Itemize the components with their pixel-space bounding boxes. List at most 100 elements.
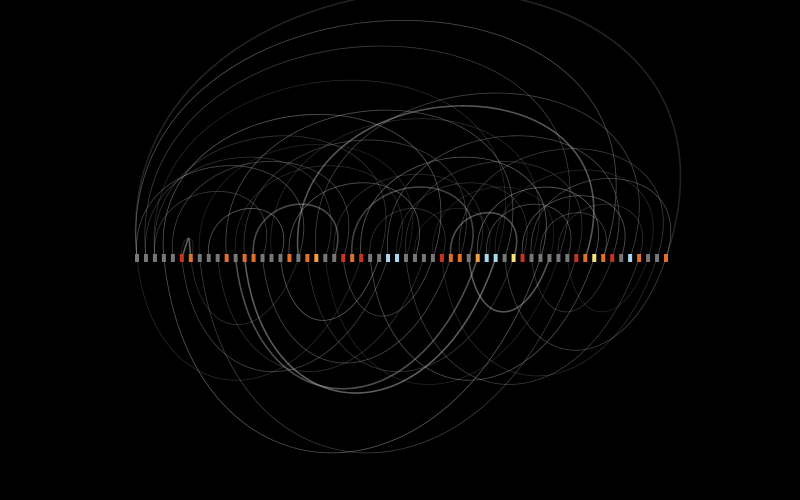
link	[306, 257, 514, 373]
link	[369, 257, 595, 381]
node	[502, 254, 507, 262]
node	[323, 254, 328, 262]
link	[296, 105, 595, 259]
link	[270, 118, 540, 259]
node	[215, 254, 220, 262]
node	[152, 254, 157, 262]
node	[529, 254, 534, 262]
node	[565, 254, 570, 262]
link	[315, 92, 640, 259]
link	[405, 161, 583, 259]
node	[664, 254, 668, 262]
link	[134, 0, 682, 259]
link	[369, 208, 446, 259]
node	[421, 254, 426, 262]
node	[287, 254, 292, 262]
link	[566, 257, 649, 313]
node	[305, 254, 310, 262]
link	[280, 257, 380, 321]
node	[601, 254, 606, 262]
link	[181, 257, 389, 373]
link	[252, 203, 339, 259]
node	[179, 254, 184, 262]
node	[269, 254, 274, 262]
node	[242, 254, 247, 262]
node	[341, 254, 346, 262]
node	[368, 254, 373, 262]
node	[332, 254, 337, 262]
node	[395, 254, 400, 262]
link	[449, 212, 518, 259]
node	[161, 254, 166, 262]
link	[504, 257, 667, 351]
link	[136, 257, 362, 381]
link	[458, 148, 664, 259]
node	[457, 254, 462, 262]
link	[342, 257, 434, 317]
node	[493, 254, 498, 262]
link	[494, 169, 654, 259]
link	[387, 135, 620, 259]
node	[574, 254, 579, 262]
node	[260, 254, 265, 262]
node	[430, 254, 435, 262]
link	[153, 135, 387, 259]
node	[359, 254, 364, 262]
link	[181, 237, 192, 259]
link	[208, 208, 284, 259]
node	[628, 254, 633, 262]
link	[172, 161, 350, 259]
node	[296, 254, 301, 262]
link	[467, 257, 551, 313]
node	[619, 254, 624, 262]
node	[646, 254, 651, 262]
node	[251, 254, 256, 262]
link	[234, 257, 479, 390]
link	[486, 203, 572, 259]
node	[224, 254, 229, 262]
node	[583, 254, 588, 262]
link	[243, 139, 467, 259]
node	[538, 254, 543, 262]
node	[520, 254, 525, 262]
node	[511, 254, 516, 262]
node	[206, 254, 211, 262]
link	[135, 20, 617, 259]
link	[324, 257, 559, 385]
link	[234, 165, 403, 259]
link	[414, 208, 491, 259]
node	[386, 254, 391, 262]
node	[197, 254, 202, 262]
node	[377, 254, 382, 262]
node	[475, 254, 480, 262]
node	[466, 254, 471, 262]
link	[262, 257, 452, 364]
node	[314, 254, 319, 262]
node	[135, 254, 139, 262]
link	[136, 165, 305, 259]
node	[637, 254, 642, 262]
node	[350, 254, 355, 262]
link	[162, 114, 442, 259]
node	[484, 254, 489, 262]
link	[199, 257, 577, 454]
node	[448, 254, 453, 262]
link	[217, 257, 425, 373]
node	[610, 254, 615, 262]
link	[351, 186, 474, 259]
link	[163, 257, 541, 454]
link	[243, 257, 497, 394]
node	[233, 254, 238, 262]
link	[540, 212, 607, 259]
link	[225, 109, 514, 259]
node	[188, 254, 193, 262]
node	[592, 254, 597, 262]
node	[655, 254, 660, 262]
link	[144, 45, 571, 259]
node	[403, 254, 408, 262]
link	[531, 257, 613, 313]
